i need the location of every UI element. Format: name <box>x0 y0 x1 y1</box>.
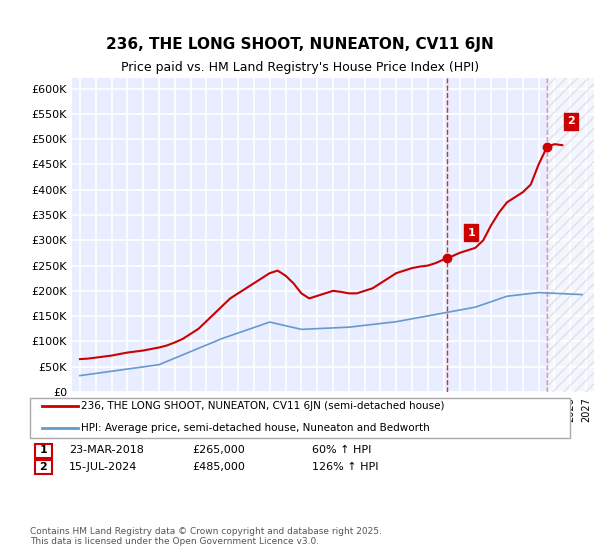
Text: 126% ↑ HPI: 126% ↑ HPI <box>312 462 379 472</box>
Text: 15-JUL-2024: 15-JUL-2024 <box>69 462 137 472</box>
Text: 2: 2 <box>567 116 575 127</box>
Text: 236, THE LONG SHOOT, NUNEATON, CV11 6JN: 236, THE LONG SHOOT, NUNEATON, CV11 6JN <box>106 38 494 52</box>
Text: £265,000: £265,000 <box>192 445 245 455</box>
Text: £485,000: £485,000 <box>192 462 245 472</box>
Text: Price paid vs. HM Land Registry's House Price Index (HPI): Price paid vs. HM Land Registry's House … <box>121 60 479 74</box>
Text: 236, THE LONG SHOOT, NUNEATON, CV11 6JN (semi-detached house): 236, THE LONG SHOOT, NUNEATON, CV11 6JN … <box>81 401 445 411</box>
Text: Contains HM Land Registry data © Crown copyright and database right 2025.
This d: Contains HM Land Registry data © Crown c… <box>30 526 382 546</box>
Text: 2: 2 <box>40 462 47 472</box>
Text: 1: 1 <box>467 228 475 237</box>
Text: 1: 1 <box>40 445 47 455</box>
Text: 23-MAR-2018: 23-MAR-2018 <box>69 445 144 455</box>
Text: 60% ↑ HPI: 60% ↑ HPI <box>312 445 371 455</box>
Text: HPI: Average price, semi-detached house, Nuneaton and Bedworth: HPI: Average price, semi-detached house,… <box>81 423 430 433</box>
